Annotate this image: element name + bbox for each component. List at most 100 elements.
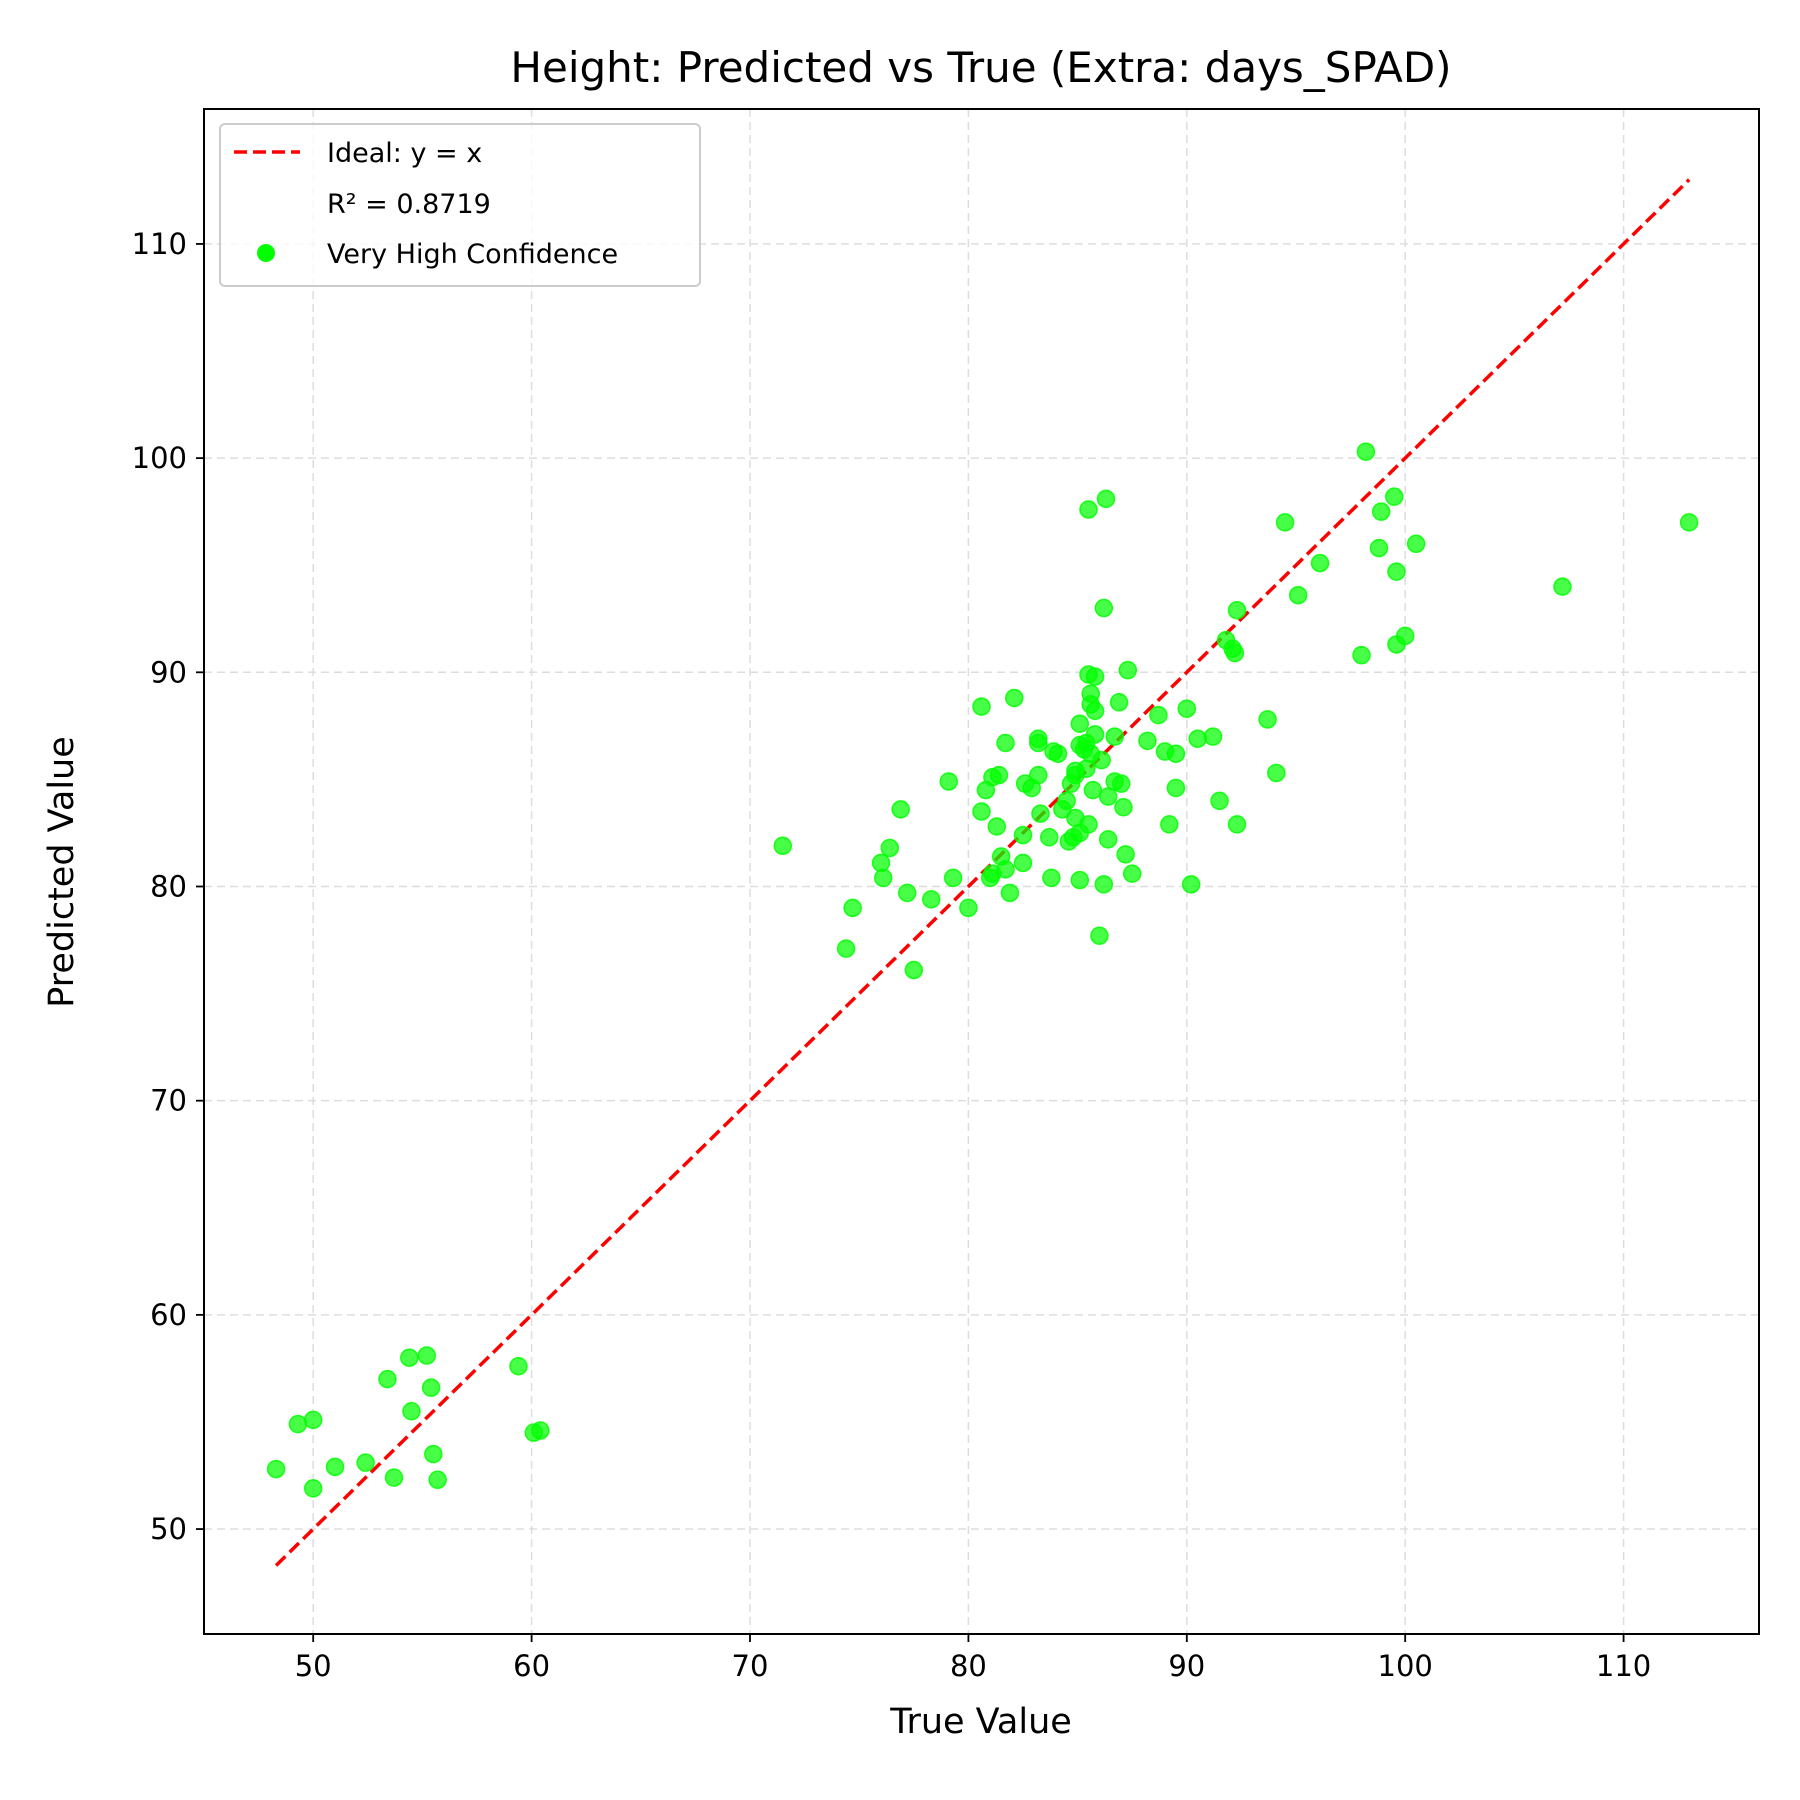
data-point (1188, 729, 1207, 748)
y-tick-label: 50 (150, 1512, 187, 1546)
data-point (1048, 744, 1068, 763)
data-point (1181, 875, 1201, 894)
data-point (509, 1357, 528, 1376)
data-point (1079, 500, 1098, 519)
legend-series-marker (257, 244, 275, 262)
y-tick-label: 80 (150, 869, 187, 903)
data-point (972, 697, 991, 716)
data-point (1083, 780, 1103, 800)
x-tick-label: 50 (295, 1649, 332, 1683)
data-point (1118, 660, 1138, 680)
data-point (922, 890, 941, 909)
data-point (1122, 864, 1142, 883)
data-point (891, 800, 910, 819)
data-point (972, 802, 991, 821)
data-point (1387, 562, 1406, 581)
data-point (1227, 815, 1247, 834)
data-point (1109, 693, 1129, 712)
ideal-line (274, 178, 1691, 1567)
data-point (1227, 600, 1247, 620)
y-tick-label: 90 (150, 655, 187, 689)
r-squared-annotation: R² = 0.8719 (327, 189, 491, 220)
data-point (987, 817, 1007, 836)
data-point (1070, 870, 1090, 890)
data-point (1356, 442, 1376, 461)
x-tick-label: 90 (1168, 1649, 1205, 1683)
ideal-line-layer (274, 178, 1691, 1567)
data-point (356, 1453, 375, 1472)
x-tick-label: 110 (1596, 1649, 1651, 1683)
data-point (1275, 513, 1295, 532)
y-tick-label: 60 (150, 1298, 187, 1332)
data-point (1114, 797, 1133, 817)
data-point (843, 898, 862, 918)
data-point (1166, 744, 1186, 763)
data-point (897, 883, 917, 903)
data-point (880, 838, 900, 858)
x-tick-label: 80 (950, 1649, 987, 1683)
data-point (402, 1401, 421, 1421)
data-point (378, 1369, 397, 1389)
data-point (266, 1459, 286, 1479)
data-point (1090, 926, 1109, 946)
x-axis-label: True Value (889, 1702, 1072, 1742)
data-point (1000, 883, 1020, 903)
data-point (1166, 778, 1186, 798)
data-point (288, 1414, 308, 1434)
data-point (1096, 489, 1116, 509)
data-point (871, 853, 891, 873)
data-point (1679, 513, 1699, 532)
data-point (1098, 830, 1118, 849)
data-point (989, 765, 1009, 785)
x-tick-label: 60 (513, 1649, 550, 1683)
legend-series-label: Very High Confidence (327, 239, 618, 270)
data-point (1013, 853, 1033, 873)
data-point (1112, 774, 1131, 793)
data-point (1371, 502, 1391, 521)
data-point (996, 860, 1015, 879)
data-point (531, 1421, 550, 1440)
data-point (1031, 804, 1050, 823)
y-axis-label: Predicted Value (42, 736, 82, 1008)
data-point (1094, 875, 1114, 894)
legend-box (219, 123, 701, 287)
data-point (1013, 825, 1033, 845)
legend-ideal-line-label: Ideal: y = x (327, 138, 482, 169)
data-point (303, 1479, 323, 1498)
x-tick-label: 100 (1378, 1649, 1433, 1683)
data-point (904, 960, 924, 980)
data-point (1149, 705, 1168, 725)
legend: Ideal: y = x R² = 0.8719 Very High Confi… (219, 123, 701, 287)
data-point (1352, 645, 1371, 665)
plot-frame (203, 108, 1760, 1635)
data-point (424, 1444, 443, 1464)
data-point (1094, 598, 1114, 618)
y-tick-label: 110 (132, 227, 187, 261)
data-point (873, 868, 893, 888)
data-point (1258, 710, 1277, 729)
data-point (384, 1468, 404, 1487)
data-point (996, 733, 1015, 753)
data-point (1039, 827, 1059, 847)
data-point (421, 1378, 441, 1397)
data-point (1395, 626, 1415, 646)
x-tick-label: 70 (732, 1649, 769, 1683)
data-point (1210, 791, 1229, 811)
data-point (1092, 750, 1111, 770)
data-point (1406, 534, 1426, 554)
data-point (939, 772, 958, 791)
data-point (1029, 765, 1048, 785)
data-point (773, 836, 793, 856)
data-point (1138, 731, 1157, 751)
data-point (1177, 699, 1197, 718)
data-point (1553, 577, 1572, 596)
data-point (1085, 725, 1105, 744)
data-point (303, 1410, 323, 1430)
y-tick-label: 70 (150, 1084, 187, 1118)
data-point (1369, 538, 1389, 558)
y-axis-ticks: 50 60 70 80 90 100 110 (132, 227, 204, 1546)
data-point (1085, 667, 1105, 686)
data-point (1267, 763, 1286, 783)
data-point (325, 1457, 345, 1477)
